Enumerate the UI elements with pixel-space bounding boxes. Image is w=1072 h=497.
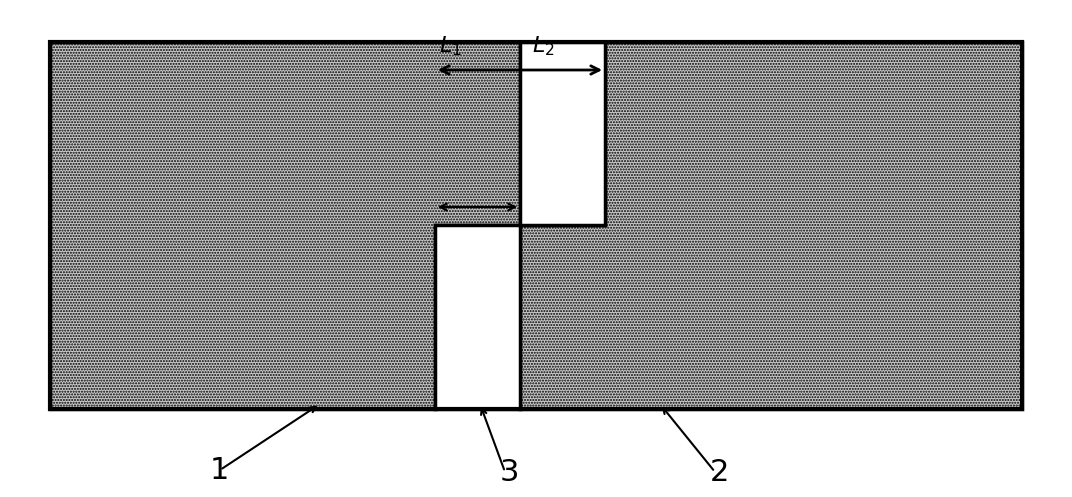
- Text: 3: 3: [500, 458, 520, 487]
- Polygon shape: [520, 42, 1022, 409]
- Bar: [520, 42, 605, 225]
- Polygon shape: [50, 42, 520, 409]
- Bar: [50, 42, 1022, 409]
- Bar: [435, 225, 520, 409]
- Text: 1: 1: [210, 456, 229, 485]
- Text: $L_1$: $L_1$: [440, 34, 462, 58]
- Text: 2: 2: [710, 458, 729, 487]
- Text: $L_2$: $L_2$: [532, 34, 554, 58]
